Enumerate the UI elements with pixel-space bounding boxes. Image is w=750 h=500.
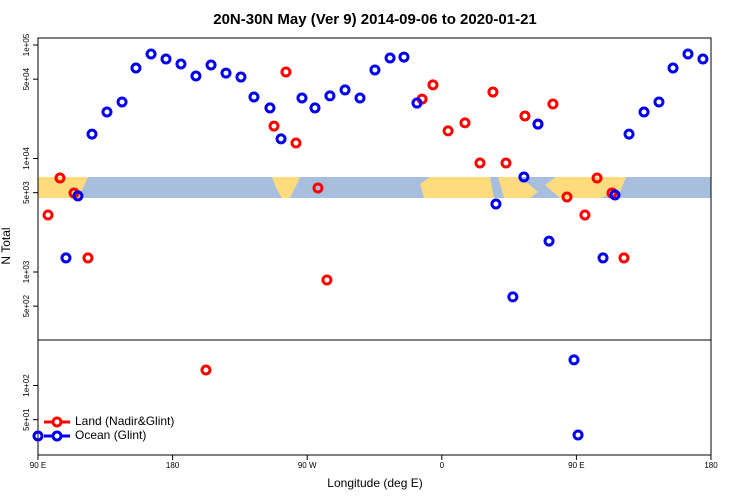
map-ocean: [38, 177, 711, 198]
point: [264, 102, 276, 114]
point: [459, 117, 471, 129]
point: [487, 86, 499, 98]
point: [568, 354, 580, 366]
point: [609, 189, 621, 201]
point: [116, 96, 128, 108]
legend-marker: [51, 430, 63, 442]
point: [543, 235, 555, 247]
point: [86, 128, 98, 140]
map-strip: [38, 177, 711, 198]
point: [190, 70, 202, 82]
x-tick-label: 180: [166, 461, 180, 470]
point: [200, 364, 212, 376]
point: [339, 84, 351, 96]
x-axis-label: Longitude (deg E): [327, 476, 422, 490]
point: [369, 64, 381, 76]
legend-marker: [51, 416, 63, 428]
point: [572, 429, 584, 441]
y-axis-label: N Total: [0, 227, 13, 264]
y-tick-label: 1e+04: [22, 147, 31, 170]
point: [490, 198, 502, 210]
point: [296, 92, 308, 104]
x-tick-label: 90 E: [568, 461, 584, 470]
point: [268, 120, 280, 132]
point: [697, 53, 709, 65]
map-land: [420, 177, 494, 198]
x-tick-label: 180: [704, 461, 718, 470]
point: [561, 191, 573, 203]
point: [220, 67, 232, 79]
point: [474, 157, 486, 169]
point: [324, 90, 336, 102]
point: [667, 62, 679, 74]
point: [354, 92, 366, 104]
point: [618, 252, 630, 264]
point: [384, 52, 396, 64]
map-land: [272, 177, 300, 198]
point: [42, 209, 54, 221]
point: [145, 48, 157, 60]
point: [82, 252, 94, 264]
point: [427, 79, 439, 91]
point: [280, 66, 292, 78]
point: [72, 190, 84, 202]
y-tick-label: 1e+02: [22, 374, 31, 397]
point: [591, 172, 603, 184]
point: [60, 252, 72, 264]
point: [235, 71, 247, 83]
y-tick-label: 1e+03: [22, 260, 31, 283]
point: [653, 96, 665, 108]
point: [275, 133, 287, 145]
point: [54, 172, 66, 184]
y-tick-label: 5e+02: [22, 294, 31, 317]
point: [547, 98, 559, 110]
legend-label: Ocean (Glint): [75, 428, 146, 442]
y-tick-label: 5e+04: [22, 67, 31, 90]
x-tick-label: 90 W: [298, 461, 317, 470]
point: [101, 106, 113, 118]
plot-frame: [37, 37, 712, 456]
y-tick-label: 5e+01: [22, 408, 31, 431]
point: [32, 430, 44, 442]
point: [532, 118, 544, 130]
point: [597, 252, 609, 264]
point: [500, 157, 512, 169]
x-tick-label: 90 E: [30, 461, 46, 470]
point: [130, 62, 142, 74]
point: [507, 291, 519, 303]
point: [411, 97, 423, 109]
point: [248, 91, 260, 103]
point: [519, 110, 531, 122]
y-tick-label: 5e+03: [22, 181, 31, 204]
point: [321, 274, 333, 286]
y-tick-label: 1e+05: [22, 33, 31, 56]
point: [205, 59, 217, 71]
point: [398, 51, 410, 63]
point: [623, 128, 635, 140]
point: [579, 209, 591, 221]
point: [638, 106, 650, 118]
point: [442, 125, 454, 137]
legend-label: Land (Nadir&Glint): [75, 414, 174, 428]
chart-title: 20N-30N May (Ver 9) 2014-09-06 to 2020-0…: [213, 11, 537, 28]
point: [160, 53, 172, 65]
point: [290, 137, 302, 149]
point: [309, 102, 321, 114]
point: [312, 182, 324, 194]
point: [175, 58, 187, 70]
point: [682, 48, 694, 60]
map-land: [498, 177, 538, 198]
point: [518, 171, 530, 183]
x-tick-label: 0: [440, 461, 445, 470]
